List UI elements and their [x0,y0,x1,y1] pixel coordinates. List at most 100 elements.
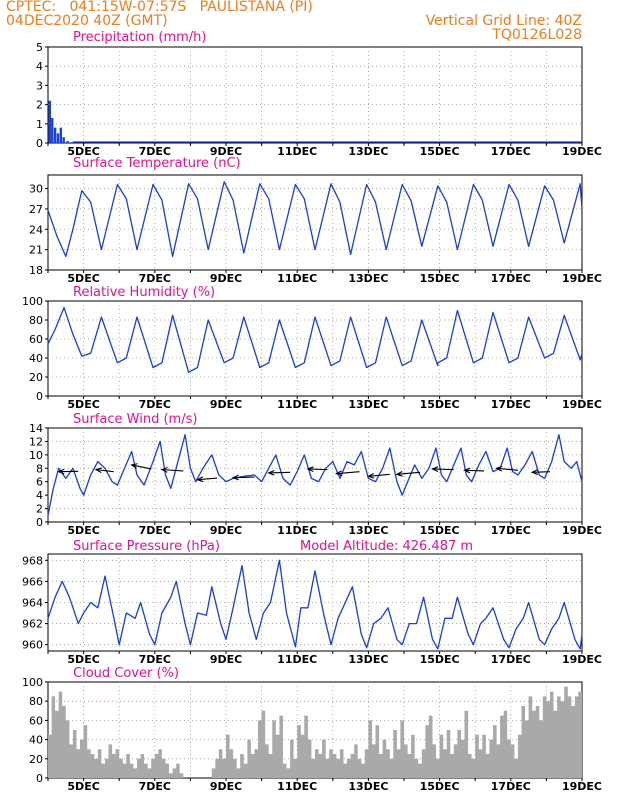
precipitation-xtick-label: 5DEC [67,145,99,158]
wind-vector-head [334,470,343,477]
temperature-xtick-label: 13DEC [348,272,388,285]
temperature-xtick-label: 17DEC [491,272,531,285]
pressure-annotation: Model Altitude: 426.487 m [300,539,473,554]
pressure-xtick-label: 5DEC [67,653,99,666]
precipitation-xtick-label: 17DEC [491,145,531,158]
wind-xtick-label: 9DEC [210,524,242,537]
pressure-xtick-label: 7DEC [139,653,171,666]
wind-vector-head [530,469,538,475]
wind-vector-head [306,466,314,472]
precip-bar [59,127,63,143]
precipitation-ytick-label: 0 [36,137,43,150]
wind-vector-head [463,467,471,474]
precipitation-ytick-label: 1 [36,118,43,131]
wind-frame [47,427,583,523]
cloud-cover-ytick-label: 20 [29,753,43,766]
cloud-cover-ytick-label: 40 [29,734,43,747]
precip-bar [51,118,54,143]
wind-xtick-label: 5DEC [67,524,99,537]
cloud-cover-ytick-label: 0 [36,772,43,785]
temperature-ytick-label: 18 [29,264,43,277]
precipitation-xtick-label: 9DEC [210,145,242,158]
precip-bar [66,141,69,143]
temperature-ytick-label: 24 [29,223,43,236]
wind-vector-head [57,468,65,475]
precipitation-xtick-label: 11DEC [277,145,317,158]
humidity-xtick-label: 5DEC [67,398,99,411]
wind-vector [161,469,184,472]
cloud-cover-area [48,686,582,778]
humidity-xtick-label: 9DEC [210,398,242,411]
wind-ytick-label: 14 [29,422,43,435]
temperature-frame [47,174,583,271]
wind-xtick-label: 11DEC [277,524,317,537]
cloud-cover-ytick-label: 100 [22,676,43,689]
wind-vector-head [395,471,403,477]
run-code: TQ0126L028 [492,27,582,43]
cloud-cover-xtick-label: 19DEC [562,780,602,793]
pressure-series-line [47,559,583,650]
humidity-series-line [47,306,583,373]
temperature-ytick-label: 27 [29,203,43,216]
humidity-ytick-label: 20 [29,371,43,384]
wind-vector [532,471,550,473]
precipitation-xtick-label: 19DEC [562,145,602,158]
wind-ytick-label: 2 [36,503,43,516]
cloud-cover-xtick-label: 11DEC [277,780,317,793]
pressure-ytick-label: 962 [22,618,43,631]
pressure-ytick-label: 960 [22,639,43,652]
cloud-cover-xtick-label: 17DEC [491,780,531,793]
date-header: 04DEC2020 40Z (GMT) [6,13,168,29]
wind-vector [233,476,255,479]
temperature-xtick-label: 15DEC [420,272,460,285]
precipitation-ytick-label: 2 [36,99,43,112]
wind-vector-head [495,465,503,472]
wind-vector [496,467,518,471]
precipitation-ytick-label: 4 [36,60,43,73]
humidity-frame [47,300,583,397]
wind-xtick-label: 17DEC [491,524,531,537]
pressure-title: Surface Pressure (hPa) [73,539,220,554]
precipitation-title: Precipitation (mm/h) [73,30,206,45]
wind-vector [307,468,328,471]
temperature-xtick-label: 7DEC [139,272,171,285]
wind-vector-head [267,469,275,476]
precip-bar [53,127,57,143]
station-header: CPTEC: 041:15W-07:57S PAULISTANA (PI) [6,0,313,15]
wind-ytick-label: 0 [36,516,43,529]
wind-ytick-label: 6 [36,476,43,489]
precip-bar [56,133,60,143]
wind-xtick-label: 15DEC [420,524,460,537]
precip-bar [48,100,51,143]
temperature-xtick-label: 11DEC [277,272,317,285]
wind-vector-head [130,463,138,469]
cloud-cover-ytick-label: 60 [29,714,43,727]
cloud-cover-ytick-label: 80 [29,695,43,708]
pressure-ytick-label: 964 [22,597,43,610]
precip-bar [62,137,65,143]
pressure-xtick-label: 9DEC [210,653,242,666]
pressure-xtick-label: 17DEC [491,653,531,666]
precipitation-frame [47,46,583,144]
humidity-xtick-label: 7DEC [139,398,171,411]
wind-series-line [47,434,583,516]
humidity-xtick-label: 19DEC [562,398,602,411]
wind-xtick-label: 7DEC [139,524,171,537]
cloud-cover-xtick-label: 5DEC [67,780,99,793]
cloud-cover-xtick-label: 15DEC [420,780,460,793]
humidity-xtick-label: 17DEC [491,398,531,411]
temperature-ytick-label: 30 [29,183,43,196]
wind-xtick-label: 19DEC [562,524,602,537]
cloud-cover-xtick-label: 9DEC [210,780,242,793]
wind-vector [368,473,390,477]
wind-vector [464,469,485,472]
temperature-ytick-label: 21 [29,244,43,257]
temperature-series-line [47,181,583,258]
cloud-cover-xtick-label: 13DEC [348,780,388,793]
humidity-xtick-label: 13DEC [348,398,388,411]
wind-vector-head [94,467,102,474]
wind-vector-head [231,474,239,481]
grid-note: Vertical Grid Line: 40Z [425,13,582,29]
precipitation-ytick-label: 5 [36,41,43,54]
